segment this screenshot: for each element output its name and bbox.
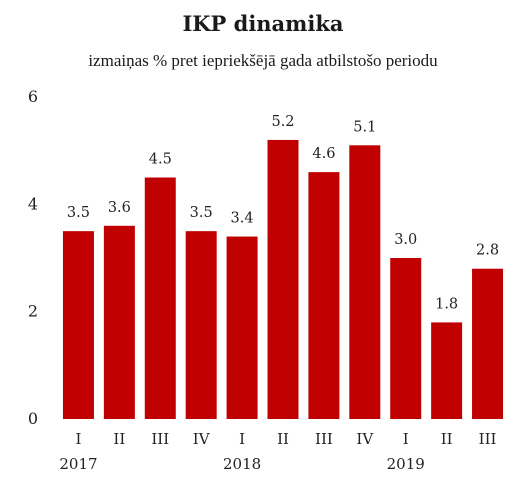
x-tick-label: III	[315, 430, 333, 448]
data-label: 3.5	[67, 205, 90, 221]
data-label: 5.2	[271, 114, 294, 130]
data-label: 4.5	[149, 152, 172, 168]
data-label: 3.6	[108, 200, 131, 216]
y-tick-label: 4	[28, 194, 38, 213]
data-label: 1.8	[435, 296, 458, 312]
year-label: 2018	[223, 455, 261, 473]
year-label: 2019	[387, 455, 425, 473]
data-label: 3.5	[190, 205, 213, 221]
y-tick-label: 0	[28, 409, 38, 428]
data-labels: 3.5 3.6 4.5 3.5 3.4 5.2 4.6 5.1 3.0 1.8 2.8	[67, 114, 499, 312]
bar	[267, 139, 299, 419]
data-label: 5.1	[353, 119, 376, 135]
data-label: 4.6	[312, 146, 335, 162]
bar	[185, 231, 217, 419]
data-label: 2.8	[476, 243, 499, 259]
bar	[144, 177, 176, 419]
y-tick-label: 2	[28, 302, 38, 321]
y-tick-label: 6	[28, 87, 38, 106]
year-label: 2017	[59, 455, 97, 473]
x-tick-label: III	[151, 430, 169, 448]
bar	[226, 236, 258, 419]
x-tick-label: II	[113, 430, 125, 448]
bars	[62, 139, 504, 420]
y-axis: 0 2 4 6	[28, 87, 38, 428]
x-tick-label: I	[403, 430, 409, 448]
x-tick-label: IV	[193, 430, 211, 448]
bar	[390, 258, 422, 419]
x-tick-label: II	[277, 430, 289, 448]
x-tick-label: I	[239, 430, 245, 448]
data-label: 3.0	[394, 232, 417, 248]
chart-title: IKP dinamika	[182, 11, 343, 36]
chart-subtitle: izmaiņas % pret iepriekšējā gada atbilst…	[88, 51, 438, 70]
bar	[349, 145, 381, 420]
bar	[103, 225, 135, 419]
bar	[62, 231, 94, 419]
data-label: 3.4	[231, 211, 254, 227]
x-tick-label: I	[75, 430, 81, 448]
bar	[431, 322, 463, 419]
x-tick-label: IV	[356, 430, 374, 448]
bar	[472, 268, 504, 419]
bar	[308, 172, 340, 419]
x-tick-label: III	[479, 430, 497, 448]
year-labels: 2017 2018 2019	[59, 455, 424, 473]
x-tick-label: II	[441, 430, 453, 448]
x-axis: I II III IV I II III IV I II III	[75, 430, 496, 448]
